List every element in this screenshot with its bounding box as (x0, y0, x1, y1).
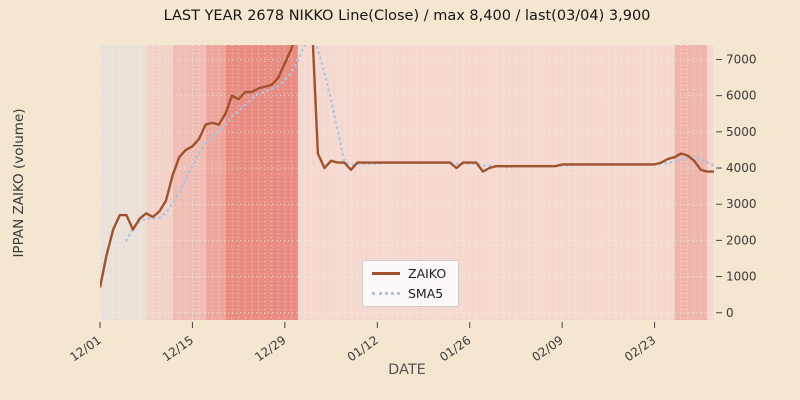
legend: ZAIKO SMA5 (362, 260, 460, 307)
x-tick-label: 12/15 (160, 333, 196, 364)
x-axis-label: DATE (388, 362, 426, 378)
legend-item-zaiko: ZAIKO (372, 266, 446, 281)
sma5-line-sample (372, 292, 400, 295)
y-tick-label: 0 (726, 306, 734, 320)
y-tick-label: 3000 (726, 197, 757, 211)
legend-item-sma5: SMA5 (372, 286, 446, 301)
x-tick-label: 12/29 (252, 333, 288, 364)
x-tick-label: 02/23 (622, 333, 658, 364)
y-tick-label: 4000 (726, 161, 757, 175)
x-tick-label: 12/01 (67, 333, 103, 364)
chart-title: LAST YEAR 2678 NIKKO Line(Close) / max 8… (163, 8, 651, 24)
x-tick-label: 02/09 (530, 333, 566, 364)
legend-label-zaiko: ZAIKO (408, 266, 447, 281)
legend-label-sma5: SMA5 (408, 286, 444, 301)
y-tick-label: 1000 (726, 270, 757, 284)
x-tick-label: 01/26 (437, 333, 473, 364)
background-bands (100, 45, 714, 320)
y-tick-label: 7000 (726, 52, 757, 66)
x-tick-label: 01/12 (345, 333, 381, 364)
zaiko-line-sample (372, 272, 400, 275)
zaiko-line (100, 45, 714, 288)
y-tick-label: 5000 (726, 125, 757, 139)
y-tick-label: 6000 (726, 89, 757, 103)
y-tick-label: 2000 (726, 233, 757, 247)
